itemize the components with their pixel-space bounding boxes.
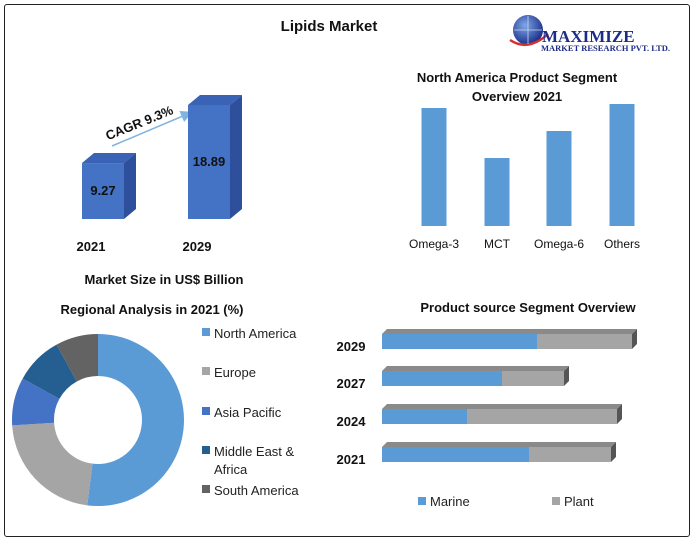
bar-segment [502,371,564,386]
donut-slice [12,422,93,506]
logo-tagline: MARKET RESEARCH PVT. LTD. [541,43,670,53]
donut-slice [56,334,98,382]
bar-value-label: 18.89 [193,154,226,169]
x-tick-label: MCT [484,237,511,251]
page-title: Lipids Market [281,18,378,35]
legend-label: Asia Pacific [214,405,282,420]
bar-side [124,153,136,219]
legend-swatch [202,485,210,493]
bar-side [564,366,569,386]
regional-donut-chart: Regional Analysis in 2021 (%) North Amer… [11,302,299,506]
regional-title: Regional Analysis in 2021 (%) [60,302,243,317]
bar-top [382,366,569,371]
x-tick-label: Omega-3 [409,237,459,251]
bar-segment [529,447,611,462]
bar-segment [537,334,632,349]
donut-slice [22,344,77,399]
market-size-chart: Market Size in US$ Billion CAGR 9.3% 9.2… [77,95,244,287]
donut-slice [11,378,60,426]
bar-segment [382,447,529,462]
bar-top [382,404,622,409]
bar [188,105,230,219]
bar [82,163,124,219]
y-tick-label: 2021 [337,452,366,467]
legend-swatch [418,497,426,505]
legend-label: North America [214,326,297,341]
y-tick-label: 2029 [337,339,366,354]
logo-name: MAXIMIZE [542,27,635,46]
x-tick-label: Others [604,237,640,251]
bar [421,108,447,226]
bar-top [382,329,637,334]
legend-swatch [202,446,210,454]
bar-segment [382,371,502,386]
globe-gridline [514,16,542,44]
product-source-chart: Product source Segment Overview 2029 2027… [337,300,637,509]
bar [484,158,510,226]
na-title-line-2: Overview 2021 [472,89,562,104]
bar [546,131,572,226]
legend-swatch [202,367,210,375]
company-logo: MAXIMIZE MARKET RESEARCH PVT. LTD. [509,15,670,53]
north-america-product-chart: North America Product Segment Overview 2… [409,70,640,251]
cagr-annotation: CAGR 9.3% [103,102,175,143]
bar-segment [382,409,467,424]
bar-top [382,442,616,447]
bar-top [188,95,242,105]
legend-swatch [202,328,210,336]
product-source-title: Product source Segment Overview [420,300,636,315]
cagr-arrow [111,110,193,147]
bar-segment [467,409,617,424]
legend-label: Plant [564,494,594,509]
legend-label: Africa [214,462,248,477]
bar-side [632,329,637,349]
bar-segment [382,334,537,349]
y-tick-label: 2027 [337,376,366,391]
x-tick-label: Omega-6 [534,237,584,251]
chart-frame [4,4,690,537]
legend-label: Marine [430,494,470,509]
bar [609,104,635,226]
legend-label: South America [214,483,299,498]
x-tick-label: 2021 [77,239,106,254]
globe-swoosh [509,33,549,47]
bar-value-label: 9.27 [90,183,115,198]
bar-side [230,95,242,219]
y-tick-label: 2024 [337,414,367,429]
bar-side [611,442,616,462]
legend-swatch [552,497,560,505]
x-tick-label: 2029 [183,239,212,254]
na-title-line-1: North America Product Segment [417,70,618,85]
market-size-title: Market Size in US$ Billion [85,272,244,287]
legend-swatch [202,407,210,415]
bar-top [82,153,136,164]
bar-side [617,404,622,424]
legend-label: Middle East & [214,444,295,459]
donut-slice [87,334,184,506]
legend-label: Europe [214,365,256,380]
